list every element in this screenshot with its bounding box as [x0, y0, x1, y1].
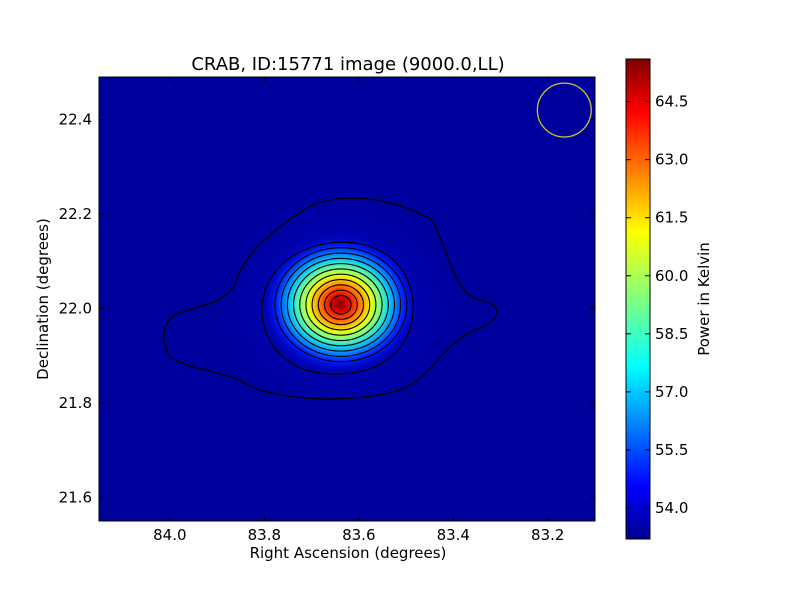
colorbar-tick-label: 63.0 — [655, 151, 688, 169]
second-contour — [261, 241, 414, 375]
contour-line — [311, 278, 371, 331]
chart-title: CRAB, ID:15771 image (9000.0,LL) — [191, 54, 504, 75]
y-tick-label: 22.0 — [59, 299, 92, 317]
y-axis: 21.6 21.8 22.0 22.2 22.4 — [59, 111, 595, 506]
x-tick-label: 83.6 — [342, 526, 375, 544]
colorbar-ticks: 54.0 55.5 57.0 58.5 60.0 61.5 63.0 64.5 — [626, 93, 688, 517]
contour-line — [317, 284, 365, 326]
y-tick-label: 21.8 — [59, 394, 92, 412]
contour-line — [292, 263, 389, 347]
x-tick-label: 83.2 — [531, 526, 564, 544]
colorbar-tick-label: 58.5 — [655, 325, 688, 343]
contour-line — [323, 289, 358, 320]
outer-contour — [163, 197, 498, 400]
colorbar-label: Power in Kelvin — [695, 242, 713, 356]
colorbar — [625, 58, 651, 540]
x-tick-label: 83.8 — [248, 526, 281, 544]
y-axis-label: Declination (degrees) — [34, 218, 52, 380]
contour-line — [274, 247, 408, 363]
contour-line — [280, 252, 402, 357]
plot-area — [99, 77, 595, 521]
colorbar-tick-label: 54.0 — [655, 499, 688, 517]
contour-line — [299, 268, 383, 342]
y-tick-label: 22.2 — [59, 205, 92, 223]
y-tick-label: 22.4 — [59, 111, 92, 129]
contour-line — [286, 257, 396, 352]
colorbar-tick-label: 55.5 — [655, 441, 688, 459]
colorbar-tick-label: 60.0 — [655, 267, 688, 285]
x-axis: 84.0 83.8 83.6 83.4 83.2 — [153, 77, 564, 544]
inner-contours — [274, 247, 408, 363]
contour-line — [305, 273, 377, 336]
y-tick-label: 21.6 — [59, 488, 92, 506]
colorbar-tick-label: 64.5 — [655, 93, 688, 111]
x-tick-label: 84.0 — [153, 526, 186, 544]
x-axis-label: Right Ascension (degrees) — [250, 544, 447, 562]
plot-frame — [98, 76, 596, 522]
colorbar-tick-label: 61.5 — [655, 209, 688, 227]
x-tick-label: 83.4 — [437, 526, 470, 544]
colorbar-tick-label: 57.0 — [655, 383, 688, 401]
contour-line — [330, 294, 352, 315]
source-heat — [261, 233, 418, 374]
beam-circle — [536, 82, 592, 138]
